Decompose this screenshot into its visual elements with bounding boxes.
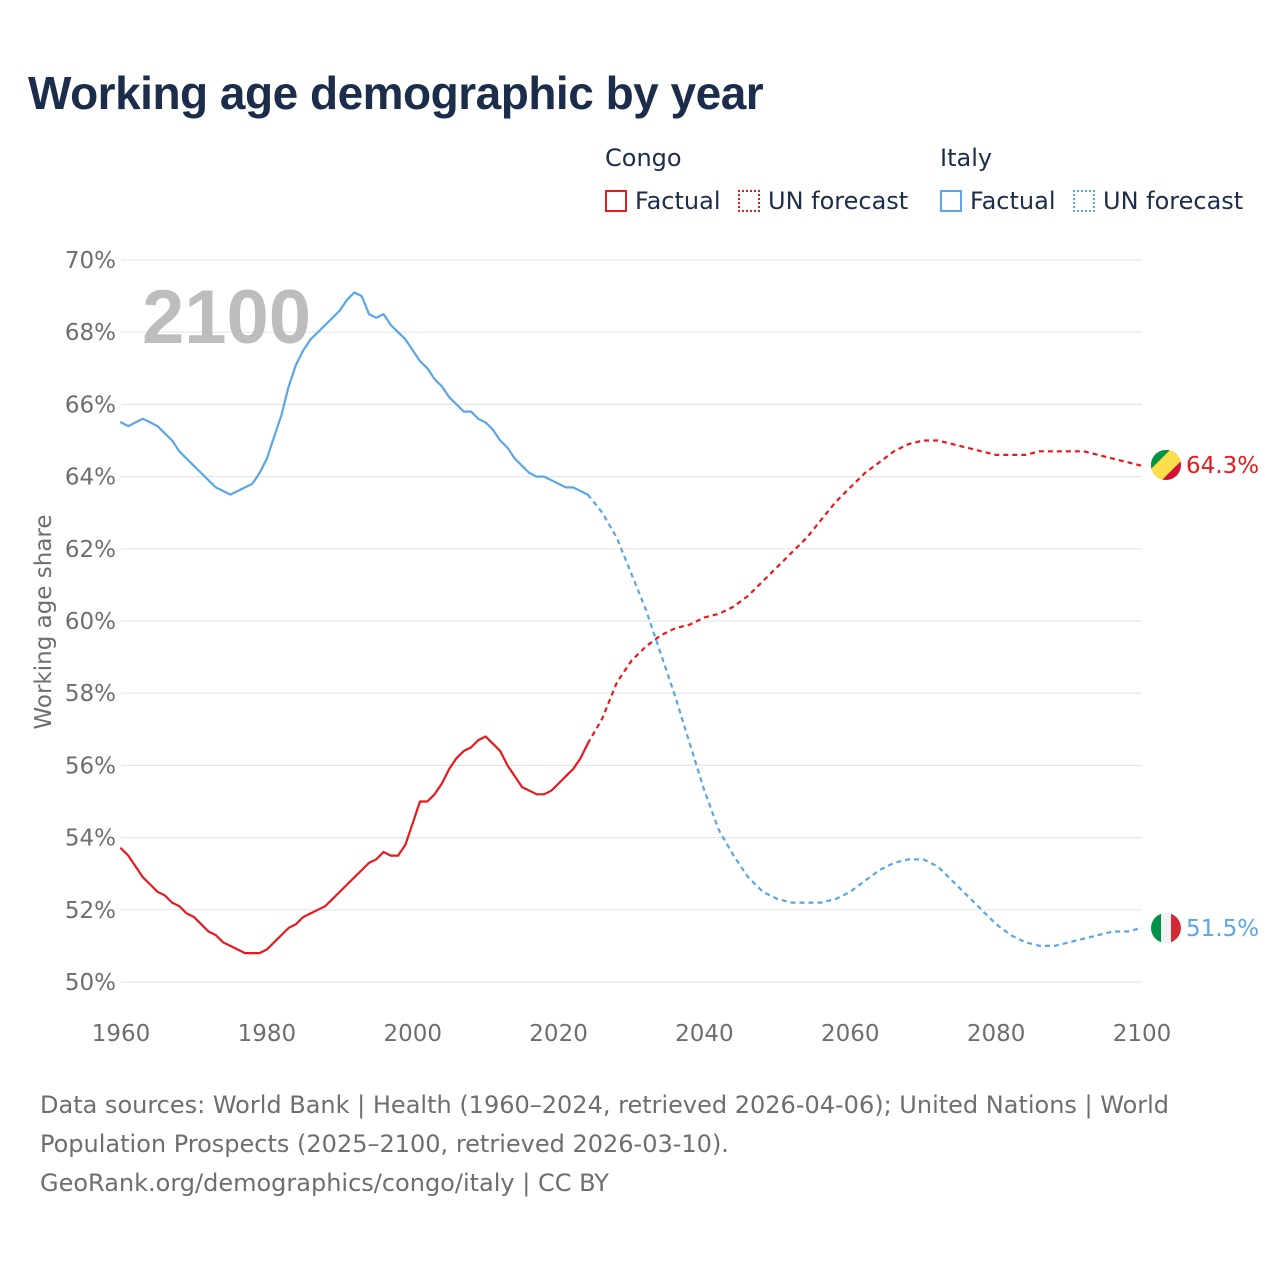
y-tick-label: 68%: [65, 320, 116, 346]
y-axis-label: Working age share: [31, 514, 57, 729]
congo-end-label: 64.3%: [1186, 453, 1259, 479]
footer-attribution: GeoRank.org/demographics/congo/italy | C…: [40, 1169, 609, 1197]
footer-source-line-2: Population Prospects (2025–2100, retriev…: [40, 1130, 729, 1158]
legend-italy-factual[interactable]: Factual: [940, 186, 1056, 216]
legend-label-italy-factual: Factual: [970, 187, 1056, 215]
legend-swatch-italy-forecast: [1073, 190, 1095, 212]
legend-label-congo-factual: Factual: [635, 187, 721, 215]
gridlines: [121, 259, 1142, 983]
legend-group-italy: Italy: [940, 144, 993, 172]
series-lines: [119, 291, 1143, 955]
legend-italy-forecast[interactable]: UN forecast: [1073, 186, 1243, 216]
italy-forecast-line: [586, 493, 1143, 948]
footer-source-line-1: Data sources: World Bank | Health (1960–…: [40, 1091, 1170, 1119]
legend-label-italy-forecast: UN forecast: [1103, 187, 1244, 215]
italy-flag-green: [1151, 913, 1161, 943]
x-tick-label: 1980: [238, 1021, 297, 1047]
x-tick-label: 1960: [92, 1021, 151, 1047]
y-tick-label: 62%: [65, 537, 116, 563]
legend-congo-forecast[interactable]: UN forecast: [738, 186, 908, 216]
y-tick-label: 54%: [65, 826, 116, 852]
x-tick-label: 2060: [821, 1021, 880, 1047]
x-tick-label: 2040: [675, 1021, 734, 1047]
x-tick-label: 2000: [383, 1021, 442, 1047]
y-tick-label: 56%: [65, 753, 116, 779]
legend-congo-factual[interactable]: Factual: [605, 186, 721, 216]
legend-swatch-congo-factual: [605, 190, 627, 212]
y-tick-label: 52%: [65, 898, 116, 924]
italy-flag-marker: [1151, 913, 1181, 943]
congo-flag-yellow: [1151, 450, 1181, 480]
y-tick-label: 64%: [65, 465, 116, 491]
chart-title: Working age demographic by year: [28, 67, 764, 119]
congo-flag-marker: [1151, 450, 1181, 480]
legend-label-congo-forecast: UN forecast: [768, 187, 909, 215]
italy-flag-white: [1161, 913, 1171, 943]
y-tick-label: 58%: [65, 681, 116, 707]
italy-flag-red: [1171, 913, 1181, 943]
y-axis-tick-labels: 50% 52% 54% 56% 58% 60% 62% 64% 66% 68% 70%: [65, 248, 116, 996]
y-tick-label: 70%: [65, 248, 116, 274]
x-tick-label: 2080: [967, 1021, 1026, 1047]
legend-group-congo: Congo: [605, 144, 682, 172]
x-tick-label: 2100: [1113, 1021, 1172, 1047]
x-axis-tick-labels: 1960 1980 2000 2020 2040 2060 2080 2100: [92, 1021, 1172, 1047]
congo-forecast-line: [586, 439, 1143, 745]
legend-swatch-italy-factual: [940, 190, 962, 212]
x-tick-label: 2020: [529, 1021, 588, 1047]
legend-swatch-congo-forecast: [738, 190, 760, 212]
y-tick-label: 50%: [65, 970, 116, 996]
y-tick-label: 66%: [65, 392, 116, 418]
congo-factual-line: [119, 735, 589, 955]
y-tick-label: 60%: [65, 609, 116, 635]
footer: Data sources: World Bank | Health (1960–…: [40, 1086, 1200, 1203]
italy-factual-line: [119, 291, 589, 496]
year-watermark: 2100: [142, 275, 311, 360]
italy-end-label: 51.5%: [1186, 916, 1259, 942]
